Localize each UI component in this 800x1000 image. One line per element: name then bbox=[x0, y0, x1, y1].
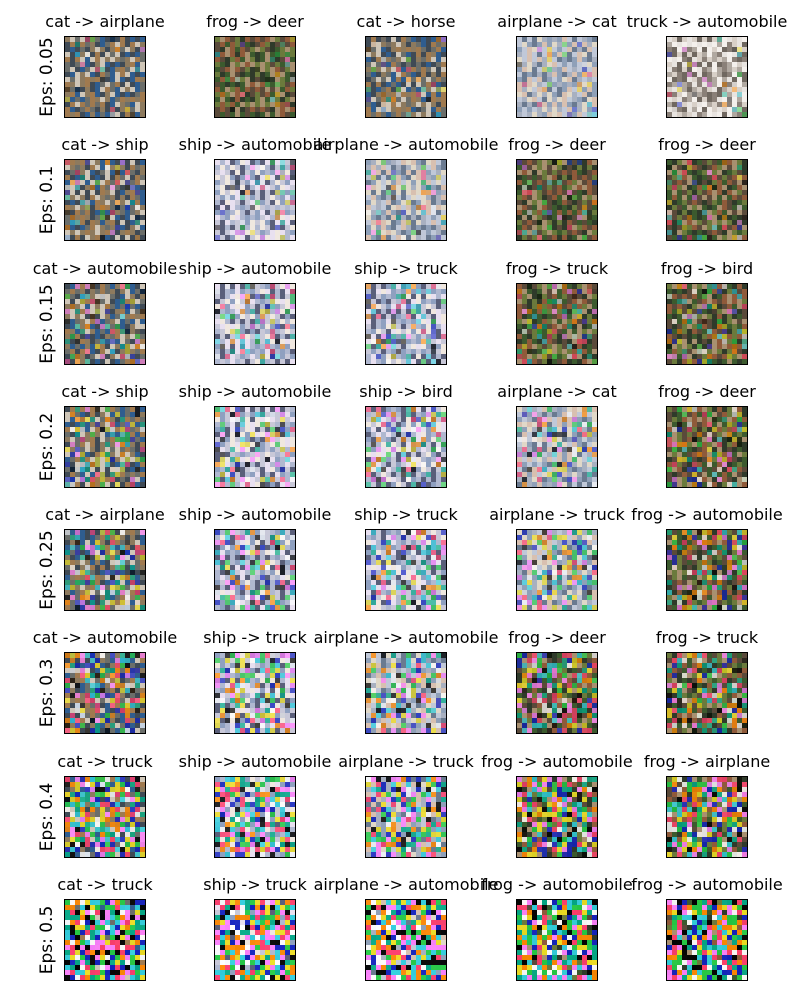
adversarial-image bbox=[516, 36, 598, 118]
image-title: cat -> airplane bbox=[45, 505, 165, 524]
image-title: ship -> automobile bbox=[178, 382, 332, 401]
adversarial-image bbox=[365, 652, 447, 734]
row-label-text: Eps: 0.4 bbox=[37, 782, 57, 852]
image-title: frog -> automobile bbox=[481, 752, 633, 771]
row-label-text: Eps: 0.05 bbox=[37, 37, 57, 117]
image-title: ship -> truck bbox=[354, 505, 458, 524]
image-title: cat -> ship bbox=[61, 135, 149, 154]
image-title: airplane -> cat bbox=[497, 382, 617, 401]
adversarial-image bbox=[365, 899, 447, 981]
adversarial-image bbox=[214, 159, 296, 241]
image-title: ship -> automobile bbox=[178, 135, 332, 154]
image-title: airplane -> truck bbox=[338, 752, 474, 771]
adversarial-image bbox=[365, 159, 447, 241]
image-title: cat -> airplane bbox=[45, 12, 165, 31]
image-title: ship -> automobile bbox=[178, 259, 332, 278]
adversarial-image bbox=[365, 36, 447, 118]
adversarial-image bbox=[214, 776, 296, 858]
adversarial-image bbox=[666, 652, 748, 734]
image-title: cat -> truck bbox=[57, 875, 153, 894]
adversarial-image bbox=[214, 36, 296, 118]
image-title: ship -> bird bbox=[359, 382, 453, 401]
adversarial-image bbox=[516, 776, 598, 858]
image-title: frog -> automobile bbox=[481, 875, 633, 894]
image-title: frog -> deer bbox=[658, 135, 756, 154]
adversarial-image bbox=[64, 652, 146, 734]
image-title: airplane -> automobile bbox=[313, 628, 499, 647]
row-label-text: Eps: 0.15 bbox=[37, 284, 57, 364]
adversarial-image bbox=[365, 776, 447, 858]
row-label-text: Eps: 0.3 bbox=[37, 658, 57, 728]
adversarial-image bbox=[516, 283, 598, 365]
adversarial-image bbox=[666, 283, 748, 365]
adversarial-image bbox=[365, 283, 447, 365]
adversarial-image bbox=[214, 406, 296, 488]
image-title: frog -> bird bbox=[660, 259, 754, 278]
image-title: frog -> automobile bbox=[631, 505, 783, 524]
row-label-text: Eps: 0.5 bbox=[37, 905, 57, 975]
image-title: frog -> automobile bbox=[631, 875, 783, 894]
image-title: airplane -> automobile bbox=[313, 135, 499, 154]
adversarial-image bbox=[666, 36, 748, 118]
image-title: frog -> deer bbox=[508, 135, 606, 154]
image-title: cat -> truck bbox=[57, 752, 153, 771]
adversarial-image bbox=[214, 652, 296, 734]
adversarial-image bbox=[64, 899, 146, 981]
image-title: frog -> deer bbox=[658, 382, 756, 401]
image-title: airplane -> automobile bbox=[313, 875, 499, 894]
adversarial-image bbox=[64, 283, 146, 365]
adversarial-image bbox=[666, 776, 748, 858]
adversarial-image bbox=[666, 159, 748, 241]
image-title: ship -> truck bbox=[354, 259, 458, 278]
adversarial-image bbox=[666, 899, 748, 981]
adversarial-image bbox=[64, 159, 146, 241]
adversarial-image bbox=[666, 406, 748, 488]
adversarial-image bbox=[64, 529, 146, 611]
adversarial-image bbox=[214, 283, 296, 365]
image-title: airplane -> cat bbox=[497, 12, 617, 31]
adversarial-image bbox=[516, 159, 598, 241]
image-title: airplane -> truck bbox=[489, 505, 625, 524]
adversarial-image bbox=[516, 406, 598, 488]
image-title: ship -> truck bbox=[203, 628, 307, 647]
image-title: ship -> automobile bbox=[178, 505, 332, 524]
adversarial-image bbox=[214, 529, 296, 611]
image-title: truck -> automobile bbox=[626, 12, 788, 31]
adversarial-image bbox=[516, 652, 598, 734]
image-title: frog -> deer bbox=[206, 12, 304, 31]
adversarial-image bbox=[64, 36, 146, 118]
image-title: cat -> ship bbox=[61, 382, 149, 401]
image-title: ship -> truck bbox=[203, 875, 307, 894]
image-title: frog -> truck bbox=[505, 259, 609, 278]
adversarial-image bbox=[64, 776, 146, 858]
row-label-text: Eps: 0.25 bbox=[37, 530, 57, 610]
adversarial-image bbox=[214, 899, 296, 981]
adversarial-image bbox=[365, 529, 447, 611]
adversarial-image bbox=[516, 899, 598, 981]
adversarial-image bbox=[365, 406, 447, 488]
image-title: ship -> automobile bbox=[178, 752, 332, 771]
adversarial-image bbox=[666, 529, 748, 611]
image-title: frog -> truck bbox=[655, 628, 759, 647]
row-label-text: Eps: 0.2 bbox=[37, 412, 57, 482]
adversarial-image bbox=[516, 529, 598, 611]
image-title: cat -> automobile bbox=[32, 628, 178, 647]
image-title: cat -> horse bbox=[356, 12, 456, 31]
adversarial-image bbox=[64, 406, 146, 488]
image-title: cat -> automobile bbox=[32, 259, 178, 278]
row-label-text: Eps: 0.1 bbox=[37, 165, 57, 235]
image-title: frog -> deer bbox=[508, 628, 606, 647]
image-title: frog -> airplane bbox=[643, 752, 771, 771]
